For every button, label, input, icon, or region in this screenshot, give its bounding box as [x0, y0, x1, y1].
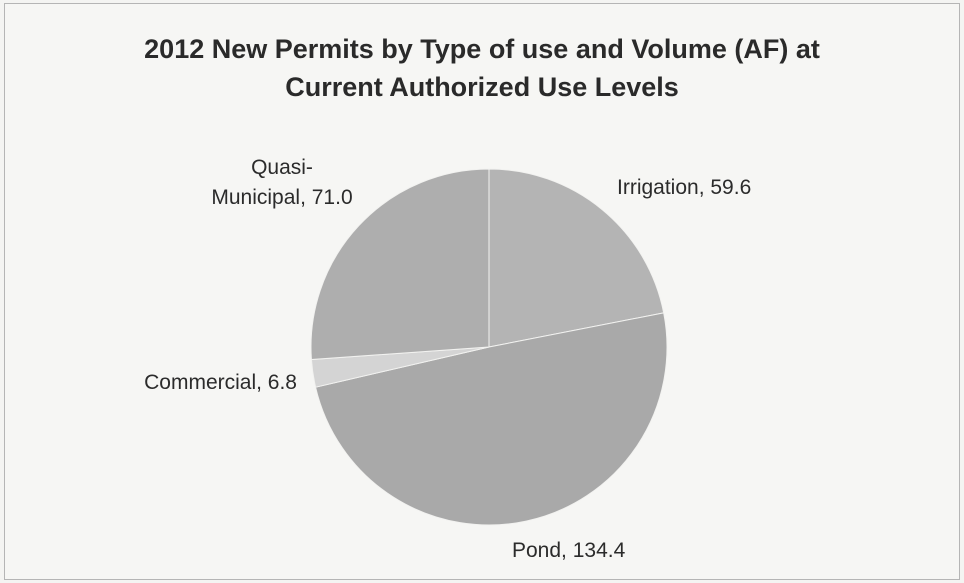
pie-slice-irrigation	[488, 168, 665, 348]
pie-slice-pond	[314, 312, 668, 526]
slice-label-quasi-municipal: Quasi- Municipal, 71.0	[211, 156, 352, 209]
chart-title-line-1: 2012 New Permits by Type of use and Volu…	[144, 34, 820, 64]
chart-title: 2012 New Permits by Type of use and Volu…	[0, 30, 964, 106]
slice-label-commercial: Commercial, 6.8	[144, 371, 297, 394]
pie-slices	[310, 168, 668, 526]
slice-label-line: Commercial, 6.8	[144, 371, 297, 394]
slice-label-irrigation: Irrigation, 59.6	[617, 176, 751, 199]
slice-label-line: Irrigation, 59.6	[617, 176, 751, 199]
chart-title-line-2: Current Authorized Use Levels	[285, 72, 679, 102]
slice-label-line: Pond, 134.4	[512, 539, 626, 562]
slice-label-pond: Pond, 134.4	[512, 539, 626, 562]
slice-label-line: Quasi-	[251, 156, 313, 179]
pie-slice-quasi-municipal	[310, 168, 490, 361]
slice-label-line: Municipal, 71.0	[211, 186, 352, 209]
slice-labels: Irrigation, 59.6 Pond, 134.4 Commercial, 6…	[144, 156, 751, 562]
